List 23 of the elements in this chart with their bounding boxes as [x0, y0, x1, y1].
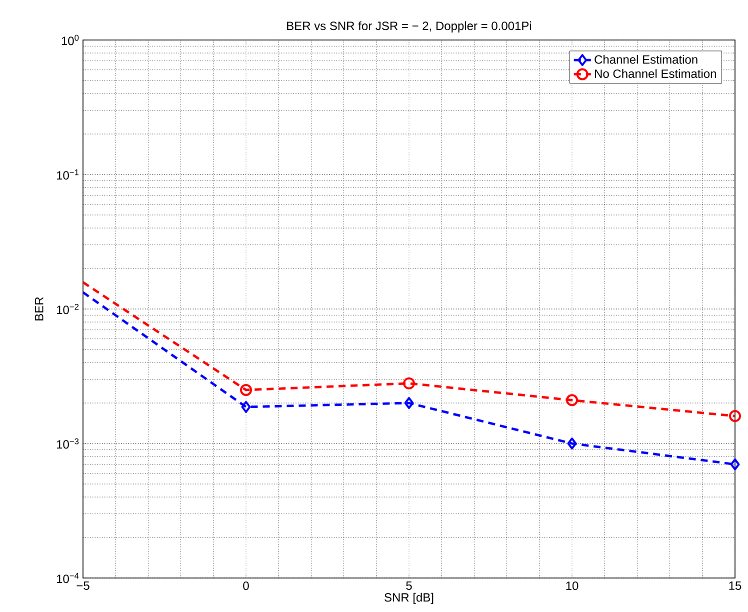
y-tick-label: 10$^{0}$	[62, 34, 79, 46]
y-tick-label: 10$^{−3}$	[56, 438, 79, 449]
point	[730, 458, 740, 470]
x-axis-title: SNR [dB]	[384, 592, 434, 604]
point	[567, 438, 577, 450]
point	[729, 410, 742, 422]
x-tick-label: 0	[243, 582, 249, 590]
x-tick-label: 5	[406, 582, 412, 590]
point	[404, 397, 414, 410]
point	[403, 377, 416, 390]
point	[566, 394, 578, 406]
x-tick-label: −5	[76, 582, 90, 590]
chart-title: BER vs SNR for JSR = − 2, Doppler = 0.001Pi	[287, 21, 532, 32]
point	[241, 400, 251, 413]
x-tick-label: 15	[729, 582, 742, 590]
legend-label: Channel Estimation	[594, 54, 698, 64]
y-tick-label: 10$^{−2}$	[56, 304, 79, 314]
legend-label: No Channel Estimation	[595, 69, 716, 78]
x-tick-label: 10	[566, 582, 578, 590]
point	[240, 384, 252, 396]
y-tick-label: 10$^{−4}$	[56, 572, 79, 584]
y-tick-label: 10$^{−1}$	[56, 169, 79, 180]
y-axis-title: BER	[34, 297, 44, 320]
